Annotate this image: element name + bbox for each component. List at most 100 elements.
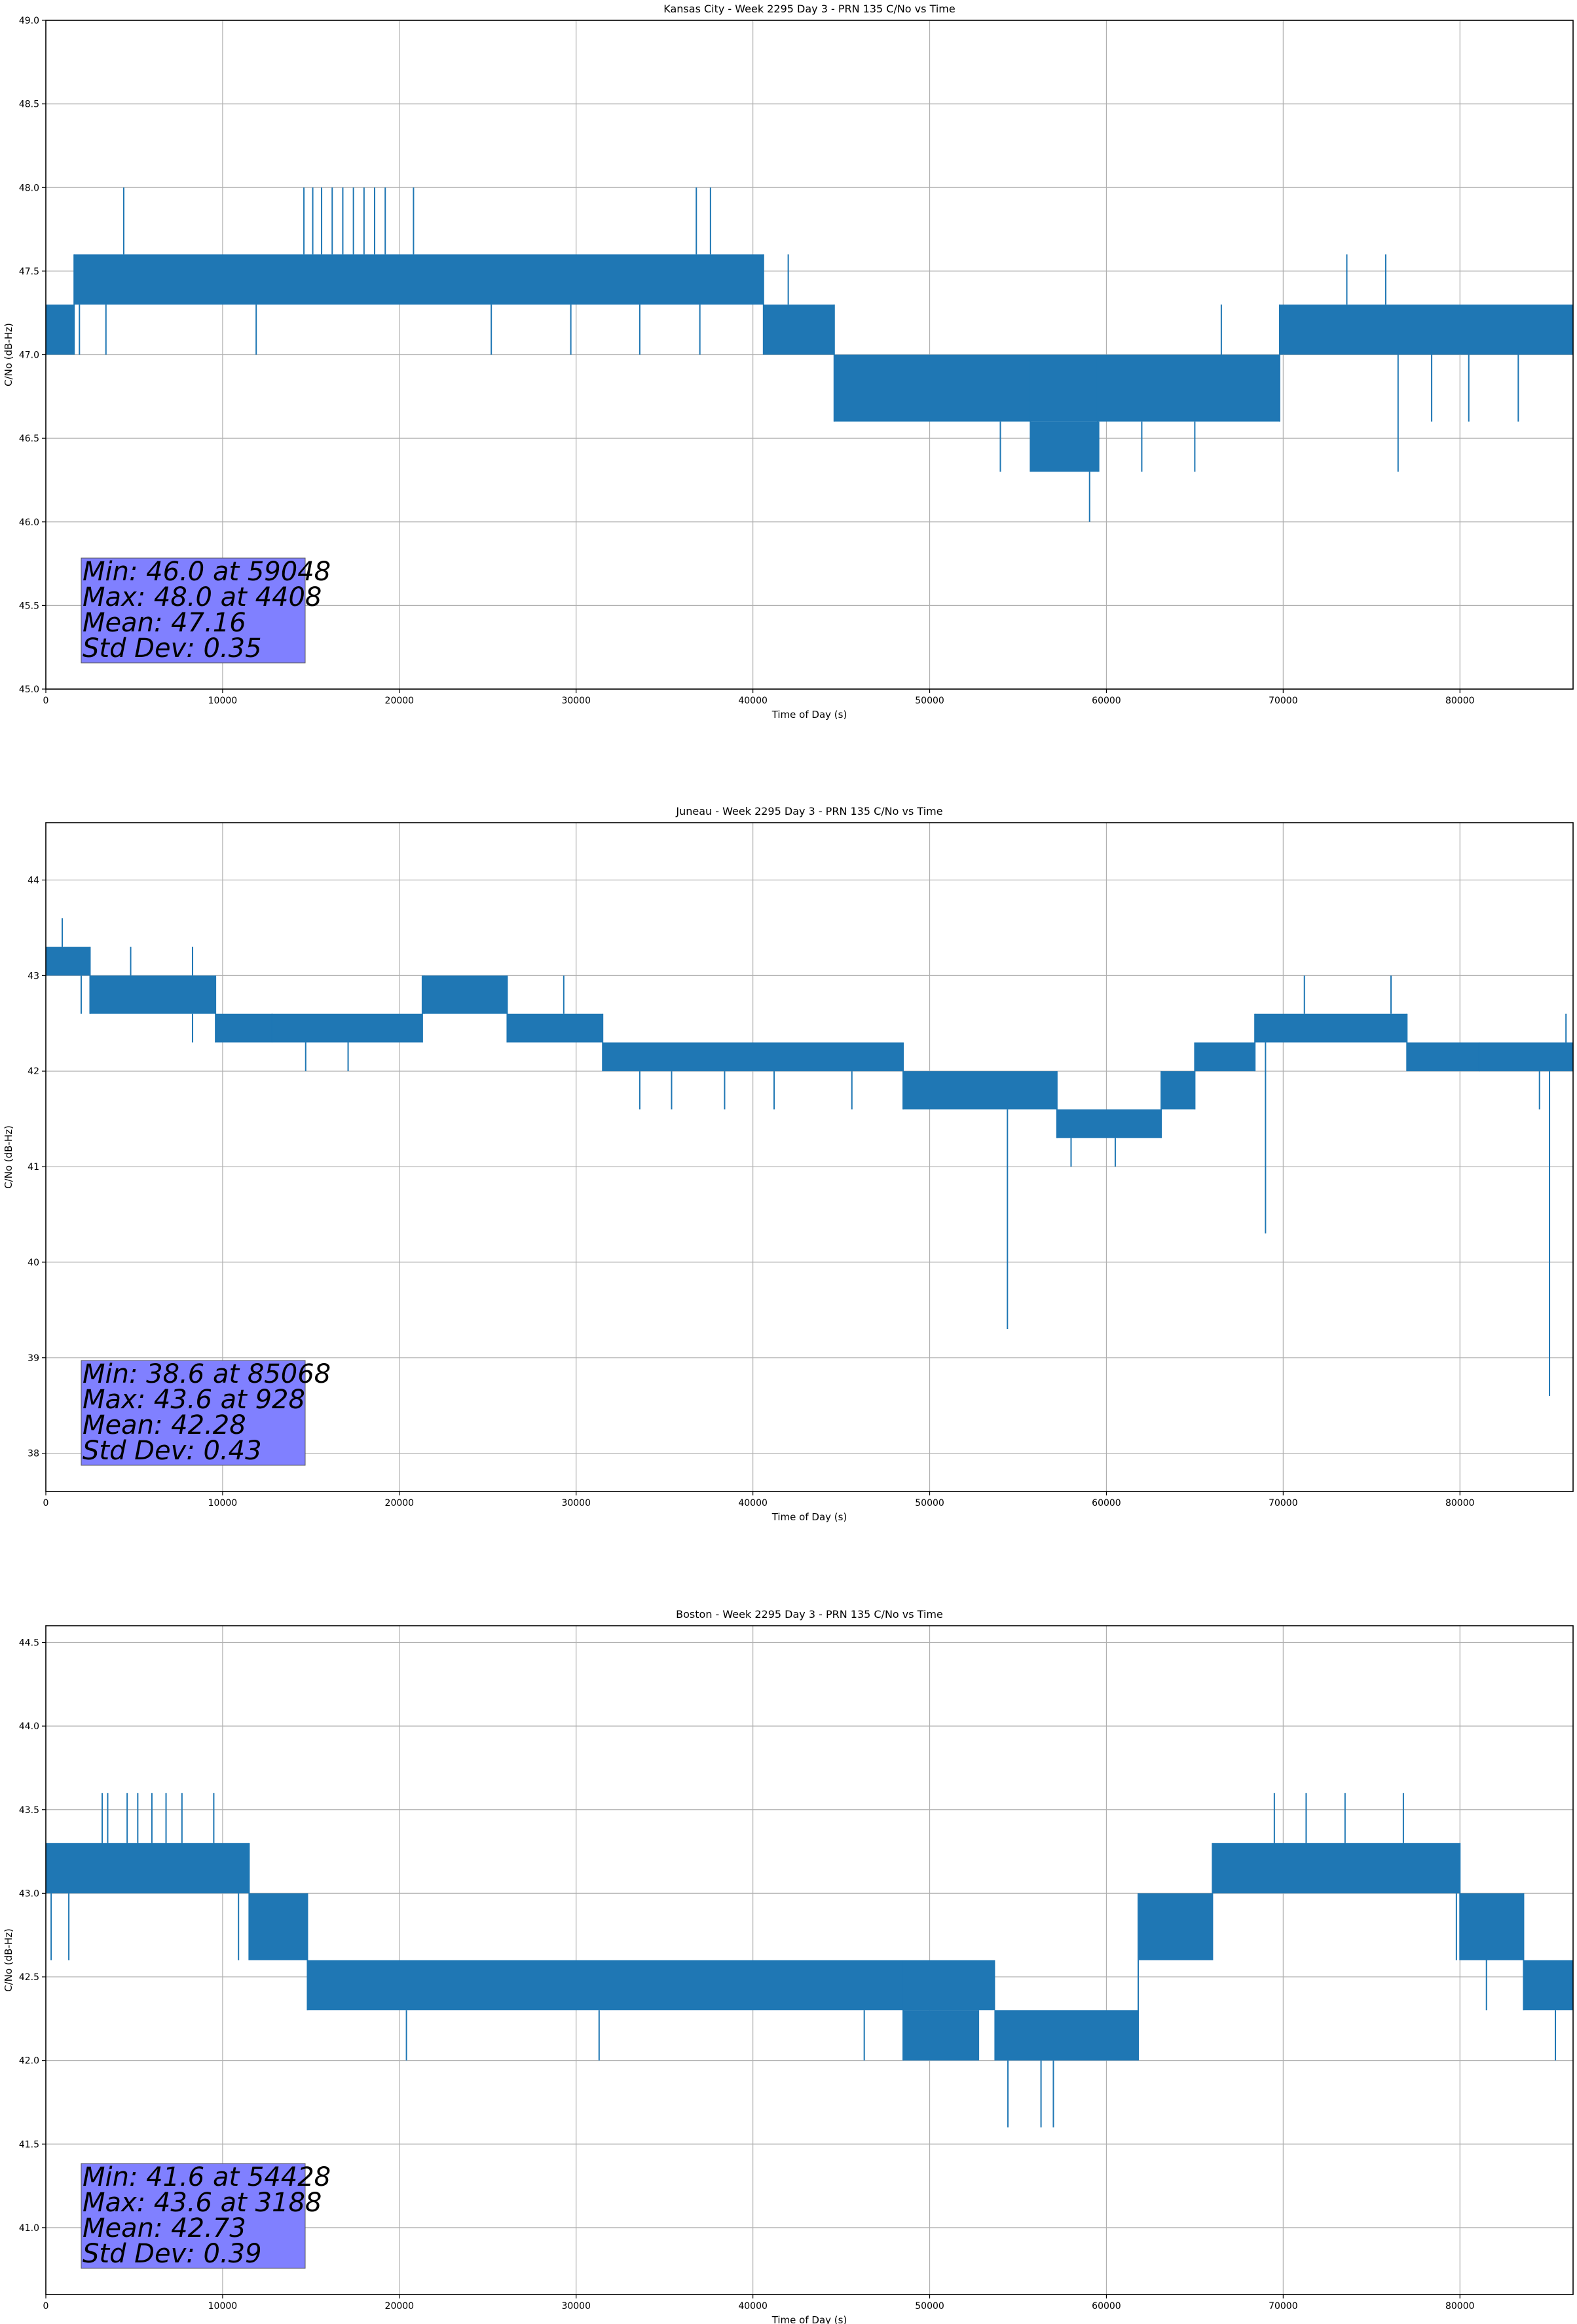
y-tick-label: 46.0: [19, 517, 39, 528]
stats-line: Max: 48.0 at 4408: [83, 582, 322, 612]
x-tick-label: 50000: [915, 1498, 944, 1509]
x-tick-label: 70000: [1269, 2301, 1298, 2312]
data-band: [1407, 1042, 1479, 1072]
x-axis-label: Time of Day (s): [771, 709, 847, 721]
y-tick-label: 43: [28, 971, 39, 981]
y-tick-label: 45.0: [19, 684, 39, 695]
chart-3: Boston - Week 2295 Day 3 - PRN 135 C/No …: [3, 1608, 1574, 2324]
data-band: [90, 975, 216, 1014]
x-tick-label: 20000: [385, 2301, 415, 2312]
x-tick-label: 80000: [1445, 1498, 1475, 1509]
y-tick-label: 44.0: [19, 1721, 39, 1732]
x-tick-label: 70000: [1269, 696, 1298, 706]
y-tick-label: 49.0: [19, 16, 39, 26]
y-axis: 41.0 41.5 42.0 42.5 43.0 43.5 44.0 44.5 C/No (dB…: [3, 1638, 46, 2234]
data-band: [46, 946, 90, 976]
x-tick-label: 40000: [738, 696, 768, 706]
stats-line: Mean: 47.16: [83, 608, 246, 638]
stats-line: Mean: 42.73: [83, 2213, 246, 2243]
x-tick-label: 30000: [561, 1498, 591, 1509]
x-tick-label: 0: [43, 2301, 49, 2312]
y-tick-label: 41: [28, 1162, 39, 1172]
chart-title: Kansas City - Week 2295 Day 3 - PRN 135 …: [663, 3, 955, 15]
x-axis: 0 10000 20000 30000 40000 50000 60000 70000 8000…: [43, 1491, 1475, 1523]
stats-line: Max: 43.6 at 3188: [83, 2188, 322, 2218]
y-tick-label: 45.5: [19, 601, 39, 611]
y-tick-label: 42.0: [19, 2056, 39, 2067]
series-cno: [46, 187, 1573, 522]
data-band: [1255, 1013, 1407, 1043]
x-axis-label: Time of Day (s): [771, 1511, 847, 1523]
x-tick-label: 20000: [385, 1498, 415, 1509]
data-band: [422, 975, 508, 1014]
data-band: [46, 1843, 250, 1894]
data-band: [763, 304, 834, 355]
y-tick-label: 44.5: [19, 1638, 39, 1649]
data-band: [507, 1013, 603, 1043]
data-band: [74, 254, 764, 305]
y-tick-label: 40: [28, 1258, 39, 1268]
data-band: [215, 1013, 272, 1043]
data-band: [603, 1042, 904, 1072]
data-band: [1161, 1071, 1195, 1110]
x-axis: 0 10000 20000 30000 40000 50000 60000 70000 8000…: [43, 2295, 1475, 2324]
x-axis: 0 10000 20000 30000 40000 50000 60000 70000 8000…: [43, 689, 1475, 721]
stats-line: Min: 41.6 at 54428: [83, 2162, 331, 2192]
data-band: [995, 2010, 1139, 2061]
chart-title: Juneau - Week 2295 Day 3 - PRN 135 C/No …: [675, 805, 942, 817]
stats-line: Min: 38.6 at 85068: [83, 1359, 331, 1389]
x-tick-label: 40000: [738, 2301, 768, 2312]
stats-line: Std Dev: 0.43: [83, 1436, 262, 1466]
x-tick-label: 50000: [915, 2301, 944, 2312]
y-tick-label: 42: [28, 1066, 39, 1077]
stats-box-background: [81, 2163, 306, 2269]
y-tick-label: 48.0: [19, 183, 39, 193]
x-tick-label: 10000: [208, 696, 238, 706]
data-band: [1195, 1042, 1255, 1072]
x-tick-label: 40000: [738, 1498, 768, 1509]
data-band: [1056, 1109, 1162, 1138]
data-band: [249, 1893, 308, 1960]
x-tick-label: 0: [43, 1498, 49, 1509]
chart-2: Juneau - Week 2295 Day 3 - PRN 135 C/No …: [3, 805, 1574, 1523]
x-tick-label: 80000: [1445, 2301, 1475, 2312]
data-band: [903, 1071, 1057, 1110]
data-band: [834, 354, 1098, 422]
x-tick-label: 10000: [208, 2301, 238, 2312]
stats-line: Min: 46.0 at 59048: [83, 557, 331, 587]
stats-box-background: [81, 557, 306, 664]
data-band: [46, 304, 75, 355]
y-tick-label: 48.5: [19, 100, 39, 110]
data-band: [1279, 304, 1573, 355]
y-axis-label: C/No (dB-Hz): [3, 1928, 14, 1992]
x-tick-label: 30000: [561, 2301, 591, 2312]
y-tick-label: 41.5: [19, 2139, 39, 2150]
stats-line: Mean: 42.28: [83, 1410, 246, 1440]
stats-line: Std Dev: 0.39: [83, 2239, 262, 2269]
x-tick-label: 60000: [1092, 1498, 1121, 1509]
x-tick-label: 20000: [385, 696, 415, 706]
y-tick-label: 39: [28, 1353, 39, 1364]
y-tick-label: 41.0: [19, 2223, 39, 2234]
y-tick-label: 47.0: [19, 350, 39, 361]
stats-line: Std Dev: 0.35: [83, 633, 262, 664]
stats-line: Max: 43.6 at 928: [83, 1385, 305, 1415]
y-tick-label: 38: [28, 1449, 39, 1459]
data-band: [1030, 421, 1100, 472]
x-tick-label: 50000: [915, 696, 944, 706]
x-tick-label: 80000: [1445, 696, 1475, 706]
chart-title: Boston - Week 2295 Day 3 - PRN 135 C/No …: [676, 1608, 943, 1621]
y-axis-label: C/No (dB-Hz): [3, 1125, 14, 1189]
data-band: [307, 1960, 995, 2011]
data-band: [1523, 1960, 1573, 2011]
chart-1: Kansas City - Week 2295 Day 3 - PRN 135 …: [3, 3, 1574, 721]
data-band: [1138, 1893, 1213, 1960]
x-tick-label: 60000: [1092, 696, 1121, 706]
x-tick-label: 0: [43, 696, 49, 706]
y-tick-label: 47.5: [19, 267, 39, 277]
x-axis-label: Time of Day (s): [771, 2314, 847, 2324]
stats-box-background: [81, 1360, 306, 1466]
